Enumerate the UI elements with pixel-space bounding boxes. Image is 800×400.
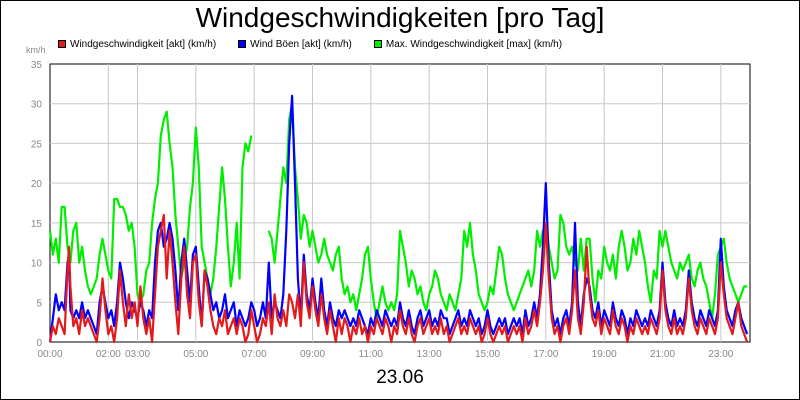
- series-line-max: [267, 102, 748, 320]
- series-line-max: [48, 110, 253, 304]
- x-tick-label: 15:00: [475, 349, 500, 360]
- series-lines: [48, 94, 749, 344]
- legend-swatch-gusts: [238, 40, 247, 48]
- y-tick-label: 30: [31, 100, 43, 111]
- legend-swatch-speed: [58, 40, 66, 48]
- x-tick-label: 00:00: [37, 349, 62, 360]
- x-tick-label: 13:00: [417, 349, 442, 360]
- x-tick-label: 23:00: [708, 349, 733, 360]
- x-tick-label: 05:00: [183, 349, 208, 360]
- y-tick-label: 35: [31, 60, 43, 71]
- y-tick-label: 25: [31, 139, 43, 150]
- y-unit-label: km/h: [26, 45, 46, 55]
- legend-label-speed: Windgeschwindigkeit [akt] (km/h): [70, 38, 217, 50]
- y-tick-label: 10: [31, 259, 43, 270]
- legend-label-gusts: Wind Böen [akt] (km/h): [250, 38, 352, 50]
- series-line-speed: [48, 213, 749, 344]
- legend-item-max: Max. Windgeschwindigkeit [max] (km/h): [373, 38, 563, 50]
- x-tick-label: 09:00: [300, 349, 325, 360]
- y-tick-label: 20: [31, 179, 43, 190]
- chart-title: Windgeschwindigkeiten [pro Tag]: [195, 2, 605, 33]
- legend-item-gusts: Wind Böen [akt] (km/h): [238, 39, 352, 50]
- y-tick-label: 5: [36, 298, 42, 309]
- x-tick-label: 11:00: [359, 349, 384, 360]
- legend-label-max: Max. Windgeschwindigkeit [max] (km/h): [385, 38, 563, 50]
- legend-item-speed: Windgeschwindigkeit [akt] (km/h): [58, 39, 216, 50]
- x-tick-label: 21:00: [650, 349, 675, 360]
- y-tick-label: 0: [36, 338, 42, 349]
- x-tick-label: 07:00: [242, 349, 267, 360]
- legend-swatch-max: [373, 40, 382, 48]
- x-tick-label: 17:00: [533, 349, 558, 360]
- x-tick-label: 02:00: [96, 349, 121, 360]
- x-tick-label: 03:00: [125, 349, 150, 360]
- x-axis-date-label: 23.06: [376, 367, 424, 388]
- chart-legend: Windgeschwindigkeit [akt] (km/h) Wind Bö…: [58, 37, 584, 51]
- axis-labels: 0 5 10 15 20 25 30 35 00:00 02:00 03:00 05:00 07:00 0…: [31, 60, 734, 360]
- y-tick-label: 15: [31, 219, 43, 230]
- plot-area: [49, 63, 751, 343]
- x-tick-label: 19:00: [592, 349, 617, 360]
